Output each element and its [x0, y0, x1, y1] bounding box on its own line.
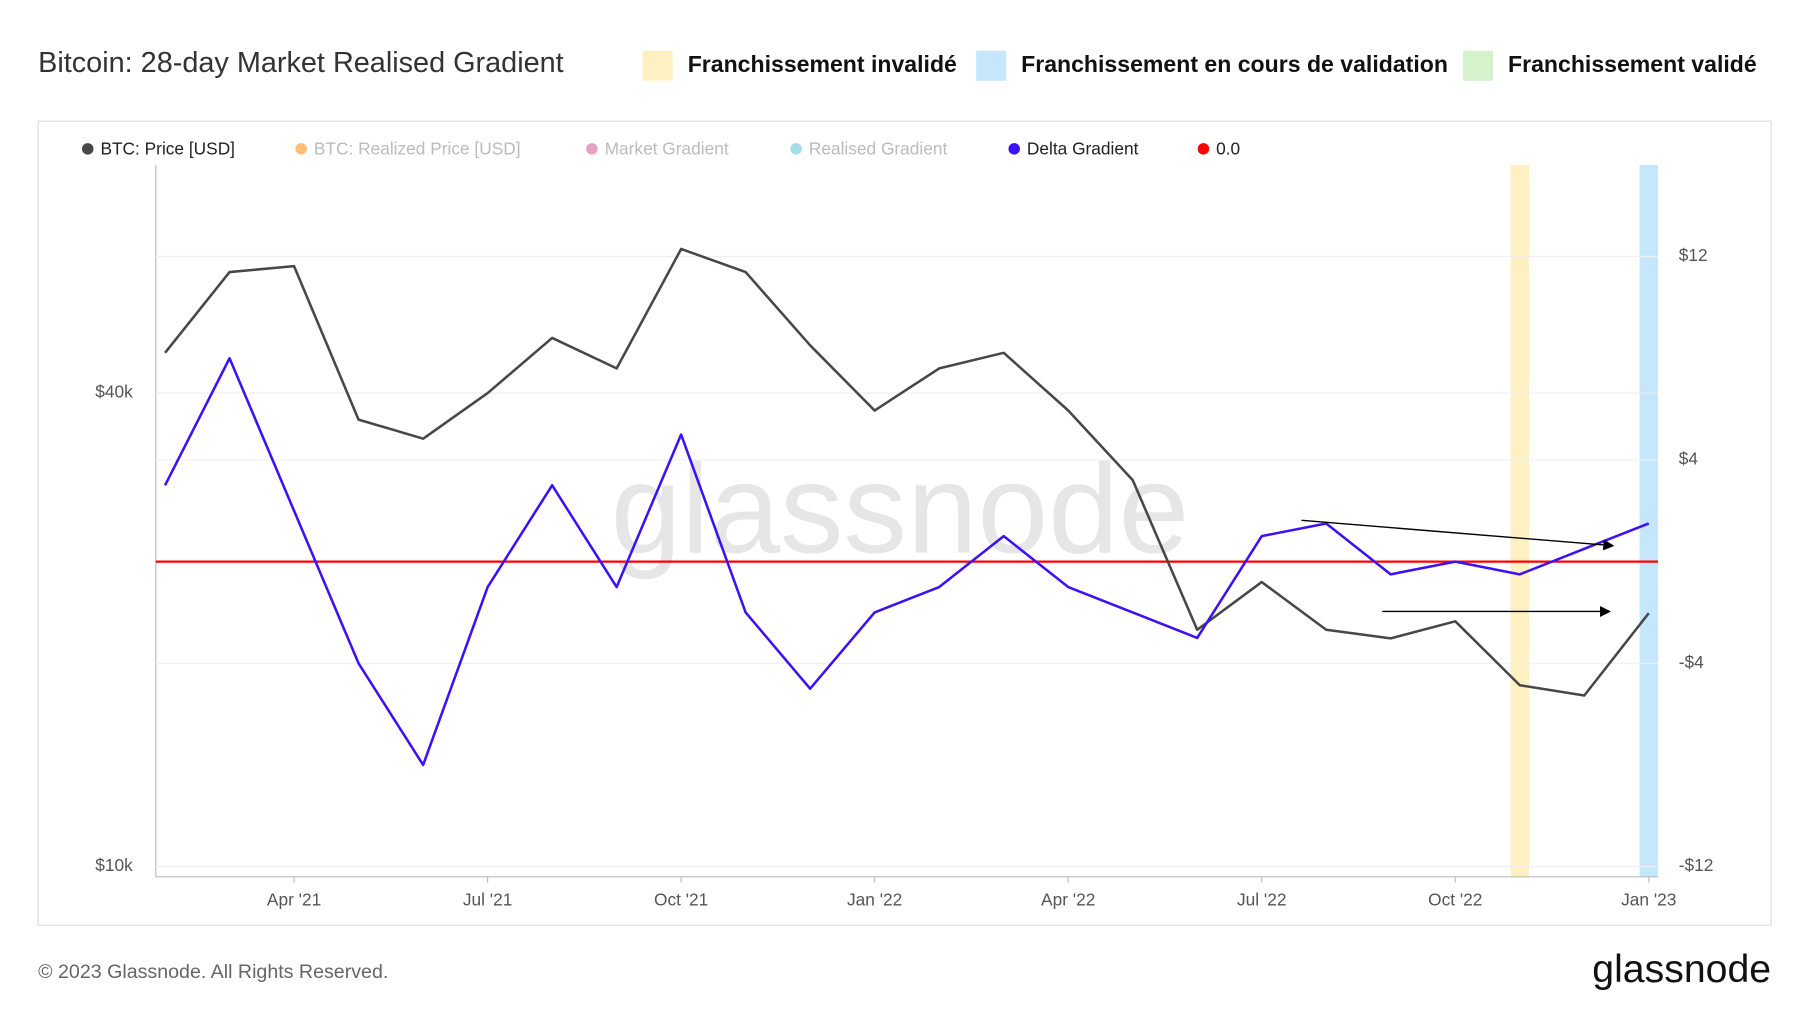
watermark: glassnode: [611, 438, 1190, 580]
x-tick-label: Jan '23: [1621, 890, 1676, 910]
y-tick-label: $40k: [95, 382, 133, 402]
y2-tick-label: $12: [1679, 245, 1708, 265]
x-tick-label: Jul '21: [463, 890, 512, 910]
legend-swatch: [976, 50, 1007, 81]
legend-label: Franchissement validé: [1508, 51, 1757, 77]
chart-frame: [37, 120, 1772, 926]
legend-label: Franchissement en cours de validation: [1021, 51, 1448, 77]
legend-marker: [790, 143, 802, 155]
legend-label[interactable]: BTC: Price [USD]: [100, 139, 235, 159]
logo: glassnode: [1592, 947, 1771, 991]
chart-title: Bitcoin: 28-day Market Realised Gradient: [38, 47, 564, 79]
legend-label: Franchissement invalidé: [688, 51, 957, 77]
x-tick-label: Oct '21: [654, 890, 708, 910]
legend-swatch: [642, 50, 673, 81]
legend-marker: [295, 143, 307, 155]
legend-marker: [81, 143, 94, 155]
legend-marker: [586, 143, 598, 155]
legend-marker: [1008, 143, 1020, 155]
highlight-band: [1510, 164, 1529, 877]
y2-tick-label: -$4: [1679, 652, 1704, 672]
x-tick-label: Jan '22: [847, 890, 902, 910]
y2-tick-label: -$12: [1679, 855, 1714, 875]
legend-label[interactable]: Delta Gradient: [1027, 139, 1139, 159]
legend-label[interactable]: 0.0: [1216, 139, 1240, 159]
y-tick-label: $10k: [95, 855, 133, 875]
legend-swatch: [1463, 50, 1494, 81]
x-tick-label: Jul '22: [1237, 890, 1286, 910]
legend-label[interactable]: BTC: Realized Price [USD]: [314, 139, 521, 159]
legend-label[interactable]: Realised Gradient: [809, 139, 948, 159]
series-line: [163, 356, 1650, 767]
x-tick-label: Apr '21: [267, 890, 321, 910]
footer: © 2023 Glassnode. All Rights Reserved.: [38, 961, 388, 983]
legend-label[interactable]: Market Gradient: [605, 139, 729, 159]
highlight-band: [1639, 164, 1659, 877]
y2-tick-label: $4: [1679, 448, 1699, 468]
arrow: [1301, 519, 1615, 551]
series-line: [164, 247, 1650, 697]
x-tick-label: Apr '22: [1041, 890, 1095, 910]
plot: $10k $40k -$12 -$4 $4 $12 Apr '21 Jul '21 Oct '2…: [95, 164, 1714, 910]
x-tick-label: Oct '22: [1428, 890, 1482, 910]
legend-marker: [1197, 143, 1210, 155]
